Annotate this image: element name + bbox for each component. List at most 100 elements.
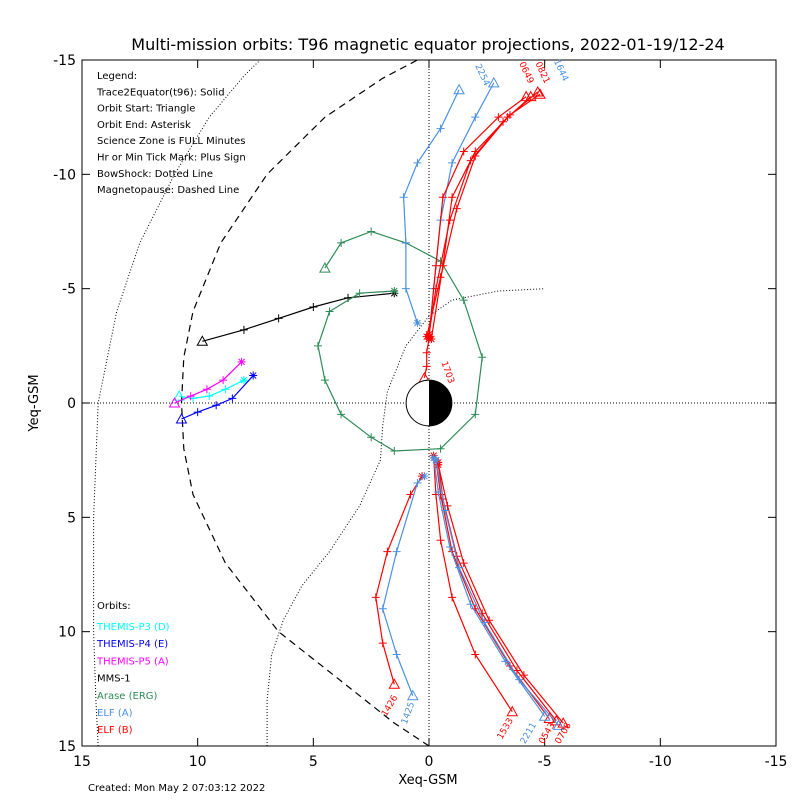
tick-mark: [519, 671, 528, 680]
tick-mark: [431, 261, 440, 270]
orbit-line: [426, 91, 539, 337]
tick-mark: [485, 616, 494, 625]
orbit-legend-item: Arase (ERG): [97, 691, 158, 702]
y-tick-label: 15: [58, 739, 76, 755]
tick-mark: [452, 204, 461, 213]
tick-mark: [371, 593, 380, 602]
tick-mark: [422, 348, 431, 357]
legend-line: Orbit Start: Triangle: [97, 104, 195, 115]
tick-mark: [436, 536, 445, 545]
tick-mark: [399, 193, 408, 202]
tick-mark: [459, 147, 468, 156]
tick-mark: [401, 284, 410, 293]
tick-mark: [401, 238, 410, 247]
tick-mark: [367, 433, 376, 442]
tick-mark: [186, 392, 195, 401]
tick-mark: [448, 158, 457, 167]
orbit-line: [428, 96, 527, 337]
tick-mark: [515, 675, 524, 684]
tick-mark: [434, 488, 443, 497]
orbit-legend-item: ELF (B): [97, 725, 133, 736]
tick-mark: [392, 650, 401, 659]
orbit-end-asterisk: [237, 357, 246, 366]
orbit-start-triangle: [168, 396, 181, 408]
orbit-start-triangle: [552, 719, 565, 730]
orbit-series: [175, 371, 258, 424]
tick-mark: [471, 152, 480, 161]
orbit-line: [423, 338, 430, 378]
tick-mark: [406, 490, 415, 499]
orbit-legend-item: THEMIS-P4 (E): [96, 639, 168, 650]
legend-line: Orbit End: Asterisk: [97, 120, 191, 131]
tick-mark: [202, 385, 211, 394]
y-tick-label: 0: [67, 396, 76, 412]
orbit-start-triangle: [175, 412, 188, 424]
x-axis-title: Xeq-GSM: [398, 773, 457, 788]
tick-mark: [455, 563, 464, 572]
orbit-series: [399, 83, 465, 327]
orbit-series: [418, 334, 433, 383]
orbit-start-triangle: [557, 717, 570, 728]
legend-line: Hr or Min Tick Mark: Plus Sign: [97, 153, 246, 164]
earth-icon: [405, 379, 453, 427]
y-tick-label: 5: [67, 510, 76, 526]
x-tick-label: -10: [649, 754, 672, 770]
orbit-legend-item: THEMIS-P5 (A): [96, 656, 169, 667]
tick-mark: [466, 600, 475, 609]
x-tick-label: -5: [538, 754, 552, 770]
orbit-start-triangle: [388, 678, 401, 689]
orbit-end-asterisk: [420, 472, 429, 481]
orbit-start-triangle: [506, 705, 519, 717]
tick-mark: [436, 444, 445, 453]
bow-shock-line: [266, 288, 545, 746]
orbit-series: [313, 227, 487, 456]
tick-mark: [274, 314, 283, 323]
tick-mark: [390, 447, 399, 456]
legend-line: Trace2Equator(t96): Solid: [96, 87, 225, 98]
orbit-line: [435, 460, 559, 726]
orbit-end-asterisk: [434, 460, 443, 469]
tick-mark: [205, 392, 214, 401]
tick-mark: [228, 394, 237, 403]
orbit-series: [431, 456, 565, 730]
tick-mark: [392, 547, 401, 556]
tick-mark: [503, 113, 512, 122]
tick-mark: [212, 401, 221, 410]
orbit-end-asterisk: [425, 334, 433, 343]
tick-mark: [480, 618, 489, 627]
magnetopause-line: [180, 59, 430, 747]
tick-mark: [337, 238, 346, 247]
y-tick-label: -15: [53, 53, 76, 69]
tick-mark: [337, 410, 346, 419]
orbit-end-asterisk: [249, 371, 258, 380]
tick-mark: [445, 543, 454, 552]
tick-mark: [309, 302, 318, 311]
tick-mark: [459, 296, 468, 305]
tick-mark: [471, 113, 480, 122]
y-tick-label: -5: [62, 282, 76, 298]
orbit-start-triangle: [453, 83, 465, 95]
orbit-start-triangle: [173, 390, 186, 401]
tick-mark: [478, 609, 487, 618]
tick-mark: [436, 124, 445, 133]
boundary-layer: [93, 59, 545, 747]
tick-mark: [367, 227, 376, 236]
tick-mark: [325, 307, 334, 316]
tick-mark: [193, 408, 202, 417]
orbit-line: [382, 475, 425, 696]
tick-mark: [313, 341, 322, 350]
tick-mark: [239, 325, 248, 334]
orbit-line: [437, 464, 564, 724]
earth-nightside: [429, 380, 452, 426]
orbit-end-asterisk: [413, 318, 422, 327]
tick-mark: [445, 216, 454, 225]
legend: Legend: Trace2Equator(t96): Solid Orbit St…: [96, 71, 246, 736]
orbit-end-asterisk: [431, 456, 440, 465]
x-tick-label: 10: [189, 754, 207, 770]
legend-line: BowShock: Dotted Line: [97, 169, 213, 180]
tick-mark: [438, 193, 447, 202]
tick-mark: [413, 479, 422, 488]
orbit-start-triangle: [534, 88, 546, 99]
tick-mark: [459, 559, 468, 568]
